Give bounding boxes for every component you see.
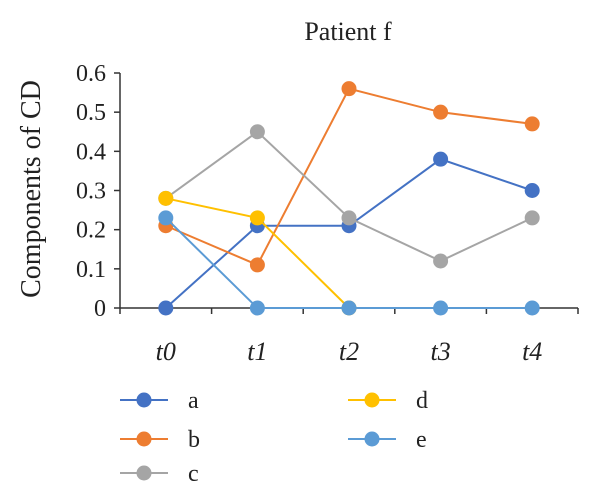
legend-label-b: b bbox=[188, 427, 200, 453]
data-point-b bbox=[433, 104, 449, 120]
data-point-c bbox=[433, 253, 449, 269]
data-point-a bbox=[158, 300, 174, 316]
data-point-d bbox=[249, 210, 265, 226]
series-e bbox=[158, 210, 540, 316]
data-point-a bbox=[524, 183, 540, 198]
y-tick-label: 0.3 bbox=[76, 179, 106, 205]
series-line-a bbox=[165, 158, 533, 309]
legend-label-a: a bbox=[188, 388, 199, 414]
legend-marker-c bbox=[136, 465, 152, 481]
legend-marker-a bbox=[136, 392, 152, 408]
data-point-b bbox=[249, 257, 265, 273]
legend-label-d: d bbox=[416, 388, 428, 414]
legend: abc de bbox=[120, 388, 428, 487]
y-tick-label: 0.2 bbox=[76, 218, 106, 244]
y-tick-label: 0 bbox=[94, 296, 106, 322]
legend-item-e: e bbox=[348, 427, 427, 453]
series-a bbox=[158, 151, 540, 316]
data-point-e bbox=[524, 300, 540, 316]
data-point-c bbox=[249, 124, 265, 140]
legend-marker-b bbox=[136, 431, 152, 447]
legend-item-b: b bbox=[120, 427, 200, 453]
data-point-e bbox=[158, 210, 174, 226]
axes: 0 0.1 0.2 0.3 0.4 0.5 0.6 t0 t1 t2 t3 t4 bbox=[76, 61, 579, 366]
data-point-c bbox=[524, 210, 540, 226]
x-tick-label: t2 bbox=[339, 337, 359, 366]
series-b bbox=[158, 81, 540, 273]
data-point-b bbox=[341, 81, 357, 97]
series-line-b bbox=[165, 87, 533, 267]
legend-item-c: c bbox=[120, 461, 199, 487]
x-tick-label: t1 bbox=[247, 337, 267, 366]
legend-marker-e bbox=[364, 431, 380, 447]
y-tick-label: 0.4 bbox=[76, 139, 106, 165]
legend-label-e: e bbox=[416, 427, 427, 453]
series-d bbox=[158, 190, 357, 316]
y-tick-label: 0.6 bbox=[76, 61, 106, 87]
data-point-d bbox=[158, 190, 174, 206]
y-tick-label: 0.1 bbox=[76, 257, 106, 283]
data-point-e bbox=[249, 300, 265, 316]
x-tick-label: t4 bbox=[522, 337, 542, 366]
data-point-b bbox=[524, 116, 540, 132]
legend-item-d: d bbox=[348, 388, 428, 414]
data-point-a bbox=[433, 151, 449, 167]
data-point-c bbox=[341, 210, 357, 226]
data-point-e bbox=[341, 300, 357, 316]
chart-title: Patient f bbox=[304, 17, 392, 46]
series-line-c bbox=[165, 130, 533, 263]
x-tick-label: t0 bbox=[156, 337, 176, 366]
legend-label-c: c bbox=[188, 461, 199, 487]
x-tick-label: t3 bbox=[430, 337, 450, 366]
y-axis-label: Components of CD bbox=[16, 80, 47, 298]
data-point-e bbox=[433, 300, 449, 316]
legend-item-a: a bbox=[120, 388, 199, 414]
y-tick-label: 0.5 bbox=[76, 100, 106, 126]
legend-marker-d bbox=[364, 392, 380, 408]
series-layer bbox=[158, 81, 540, 316]
